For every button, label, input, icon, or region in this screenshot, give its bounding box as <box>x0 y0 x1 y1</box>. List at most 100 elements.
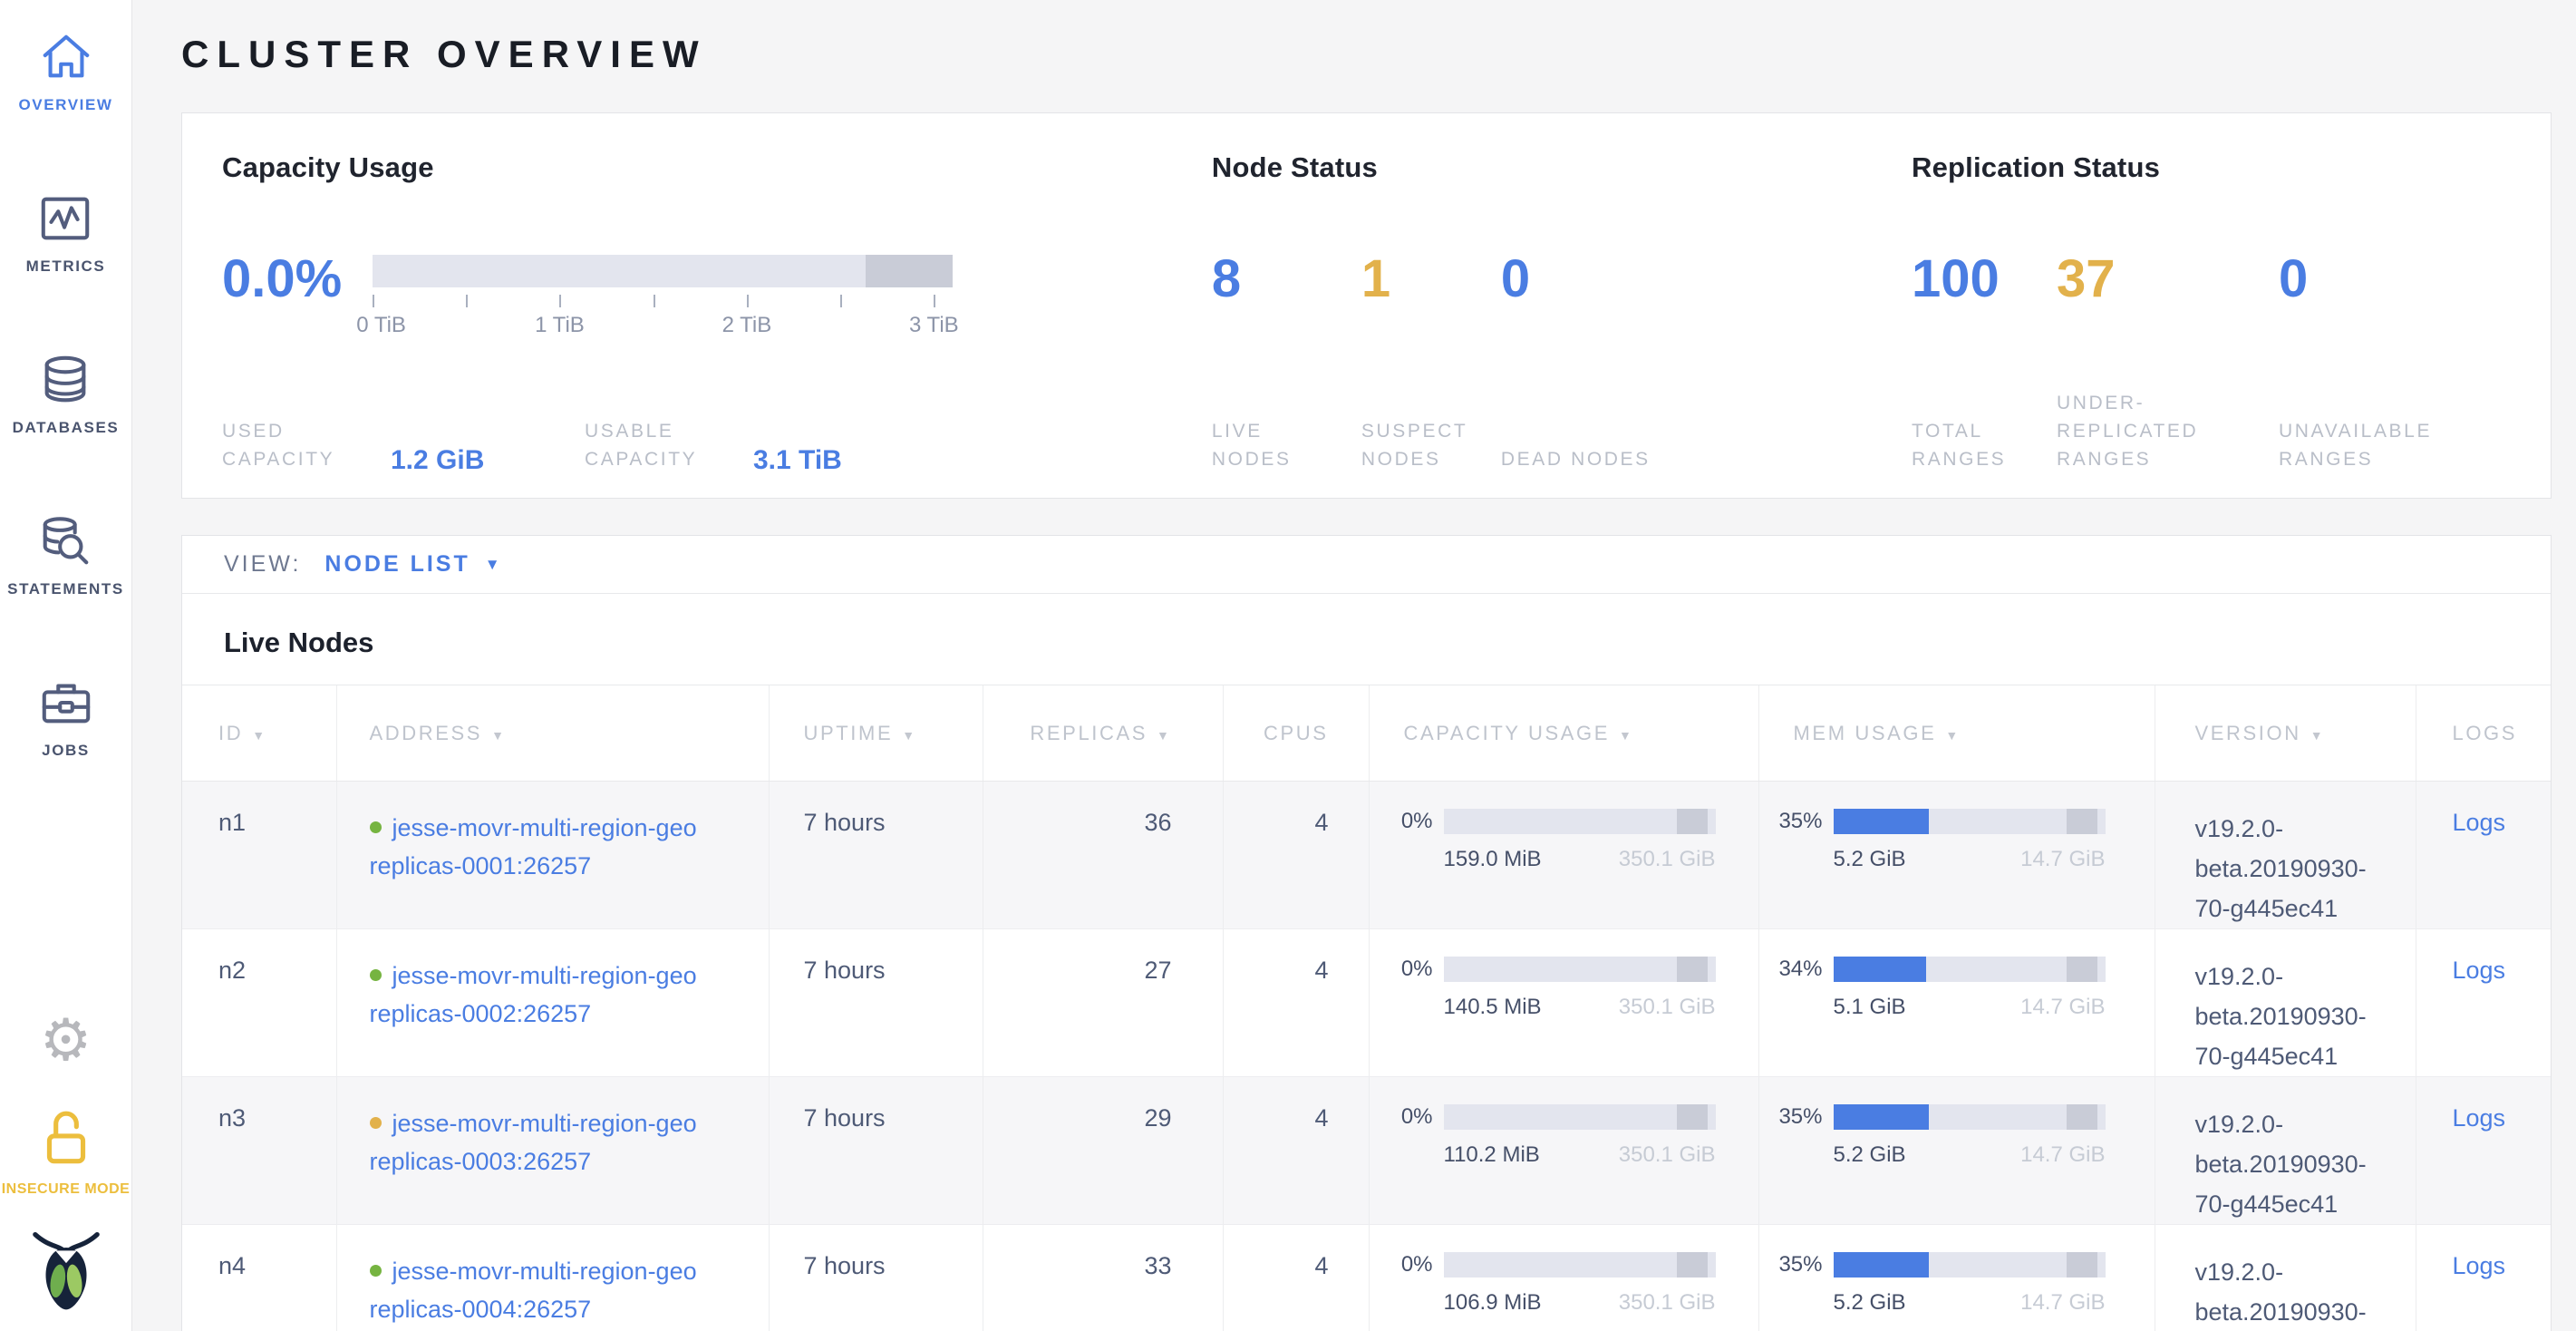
mem-gauge <box>1833 957 2106 982</box>
logs-link[interactable]: Logs <box>2452 1252 2506 1279</box>
sidebar-item-overview[interactable]: OVERVIEW <box>18 27 112 114</box>
node-id: n4 <box>182 1224 336 1331</box>
mem-total: 14.7 GiB <box>2020 1290 2106 1315</box>
node-address-link[interactable]: jesse-movr-multi-region-georeplicas-0004… <box>369 1258 697 1323</box>
view-selected-value: NODE LIST <box>324 551 470 577</box>
capacity-axis-ticks <box>373 295 953 313</box>
replication-status-section: Replication Status 100 37 0 TOTAL RANGES… <box>1912 151 2551 498</box>
node-mem-cell: 35% 5.2 GiB 14.7 GiB <box>1758 1224 2155 1331</box>
capacity-total: 350.1 GiB <box>1618 995 1716 1019</box>
usable-capacity-stat: USABLE CAPACITY 3.1 TiB <box>585 417 842 475</box>
sort-icon: ▼ <box>1619 727 1634 743</box>
node-capacity-cell: 0% 110.2 MiB 350.1 GiB <box>1368 1076 1758 1225</box>
view-label: VIEW: <box>224 551 302 577</box>
capacity-gauge <box>1443 1252 1716 1278</box>
gear-icon: ⚙ <box>39 1007 92 1074</box>
suspect-nodes-label: SUSPECT NODES <box>1361 421 1467 470</box>
column-header-capacity-usage[interactable]: CAPACITY USAGE ▼ <box>1368 685 1758 782</box>
node-row: n3 jesse-movr-multi-region-georeplicas-0… <box>182 1076 2551 1225</box>
sort-icon: ▼ <box>1945 727 1961 743</box>
node-status-dot <box>369 969 382 981</box>
logs-link[interactable]: Logs <box>2452 809 2506 836</box>
node-status-dot <box>369 1265 382 1277</box>
node-mem-cell: 35% 5.2 GiB 14.7 GiB <box>1758 781 2155 929</box>
node-logs-cell: Logs <box>2415 1076 2551 1225</box>
node-address-link[interactable]: jesse-movr-multi-region-georeplicas-0002… <box>369 962 697 1027</box>
sort-icon: ▼ <box>252 727 267 743</box>
cluster-summary-card: Capacity Usage 0.0% <box>181 112 2552 499</box>
sidebar-item-jobs[interactable]: JOBS <box>36 673 96 760</box>
suspect-nodes-count: 1 <box>1361 249 1391 308</box>
capacity-total: 350.1 GiB <box>1618 847 1716 871</box>
node-replicas: 36 <box>982 781 1223 929</box>
capacity-gauge <box>1443 1104 1716 1130</box>
node-mem-cell: 34% 5.1 GiB 14.7 GiB <box>1758 928 2155 1077</box>
chevron-down-icon: ▼ <box>484 555 500 573</box>
sidebar-item-statements[interactable]: STATEMENTS <box>7 511 124 598</box>
capacity-gauge <box>1443 809 1716 834</box>
node-version-cell: v19.2.0-beta.20190930-70-g445ec41 <box>2154 1224 2416 1331</box>
node-status-title: Node Status <box>1211 151 1378 183</box>
sidebar-item-label: DATABASES <box>12 419 120 436</box>
column-header-replicas[interactable]: REPLICAS ▼ <box>982 685 1223 782</box>
node-address-cell: jesse-movr-multi-region-georeplicas-0002… <box>335 928 769 1077</box>
databases-icon <box>35 350 95 410</box>
view-bar: VIEW: NODE LIST ▼ <box>182 536 2551 594</box>
used-capacity-value: 1.2 GiB <box>391 445 485 475</box>
capacity-percent: 0% <box>1400 1104 1433 1129</box>
column-header-address[interactable]: ADDRESS ▼ <box>335 685 769 782</box>
node-cpus: 4 <box>1222 781 1369 929</box>
column-header-uptime[interactable]: UPTIME ▼ <box>768 685 983 782</box>
unlock-icon <box>36 1106 96 1174</box>
logs-link[interactable]: Logs <box>2452 1104 2506 1132</box>
node-status-dot <box>369 1117 382 1129</box>
logs-link[interactable]: Logs <box>2452 957 2506 984</box>
total-ranges-label: TOTAL RANGES <box>1912 421 2007 470</box>
insecure-mode-indicator[interactable]: INSECURE MODE <box>2 1106 131 1198</box>
node-id: n3 <box>182 1076 336 1225</box>
node-logs-cell: Logs <box>2415 1224 2551 1331</box>
node-row: n1 jesse-movr-multi-region-georeplicas-0… <box>182 781 2551 929</box>
column-header-cpus: CPUS <box>1222 685 1369 782</box>
column-header-logs: LOGS <box>2415 685 2551 782</box>
live-nodes-table: ID ▼ ADDRESS ▼ UPTIME ▼ REPLICAS ▼ CPUS CAPA… <box>182 685 2551 1331</box>
mem-total: 14.7 GiB <box>2020 1142 2106 1167</box>
node-address-link[interactable]: jesse-movr-multi-region-georeplicas-0003… <box>369 1110 697 1175</box>
live-nodes-title: Live Nodes <box>224 627 374 658</box>
node-address-link[interactable]: jesse-movr-multi-region-georeplicas-0001… <box>369 814 697 879</box>
node-capacity-cell: 0% 159.0 MiB 350.1 GiB <box>1368 781 1758 929</box>
mem-gauge <box>1833 1104 2106 1130</box>
column-header-version[interactable]: VERSION ▼ <box>2154 685 2416 782</box>
node-version-cell: v19.2.0-beta.20190930-70-g445ec41 <box>2154 1076 2416 1225</box>
column-header-mem-usage[interactable]: MEM USAGE ▼ <box>1758 685 2155 782</box>
unavailable-ranges-count: 0 <box>2279 249 2309 308</box>
dead-nodes-count: 0 <box>1500 249 1531 308</box>
settings-button[interactable]: ⚙ <box>40 1012 92 1070</box>
view-selector-dropdown[interactable]: NODE LIST ▼ <box>324 551 499 578</box>
node-logs-cell: Logs <box>2415 928 2551 1077</box>
capacity-bar-chart: 0 TiB 1 TiB 2 TiB 3 TiB <box>356 255 959 338</box>
mem-used: 5.2 GiB <box>1833 1142 1906 1167</box>
node-capacity-cell: 0% 140.5 MiB 350.1 GiB <box>1368 928 1758 1077</box>
cockroachdb-logo[interactable] <box>27 1229 105 1316</box>
node-cpus: 4 <box>1222 1076 1369 1225</box>
sidebar-bottom: ⚙ INSECURE MODE <box>2 1012 131 1331</box>
node-logs-cell: Logs <box>2415 781 2551 929</box>
dead-nodes-label: DEAD NODES <box>1500 449 1651 470</box>
mem-total: 14.7 GiB <box>2020 847 2106 871</box>
column-header-id[interactable]: ID ▼ <box>182 685 336 782</box>
sidebar-item-metrics[interactable]: METRICS <box>26 189 106 276</box>
capacity-bar-reserved-segment <box>866 255 953 287</box>
mem-percent: 35% <box>1778 1252 1823 1277</box>
mem-used: 5.2 GiB <box>1833 847 1906 871</box>
node-status-section: Node Status 8 1 0 LIVE NODES SUSPECT NOD… <box>1212 151 1912 498</box>
sidebar-item-databases[interactable]: DATABASES <box>13 350 120 437</box>
capacity-usage-title: Capacity Usage <box>222 151 434 183</box>
nodes-card: VIEW: NODE LIST ▼ Live Nodes ID ▼ ADDRESS… <box>181 535 2552 1331</box>
mem-gauge <box>1833 1252 2106 1278</box>
node-uptime: 7 hours <box>768 1224 983 1331</box>
unavailable-ranges-label: UNAVAILABLE RANGES <box>2279 421 2433 470</box>
sidebar: OVERVIEW METRICS DATABASES <box>0 0 132 1331</box>
mem-total: 14.7 GiB <box>2020 995 2106 1019</box>
total-ranges-count: 100 <box>1912 249 2000 308</box>
